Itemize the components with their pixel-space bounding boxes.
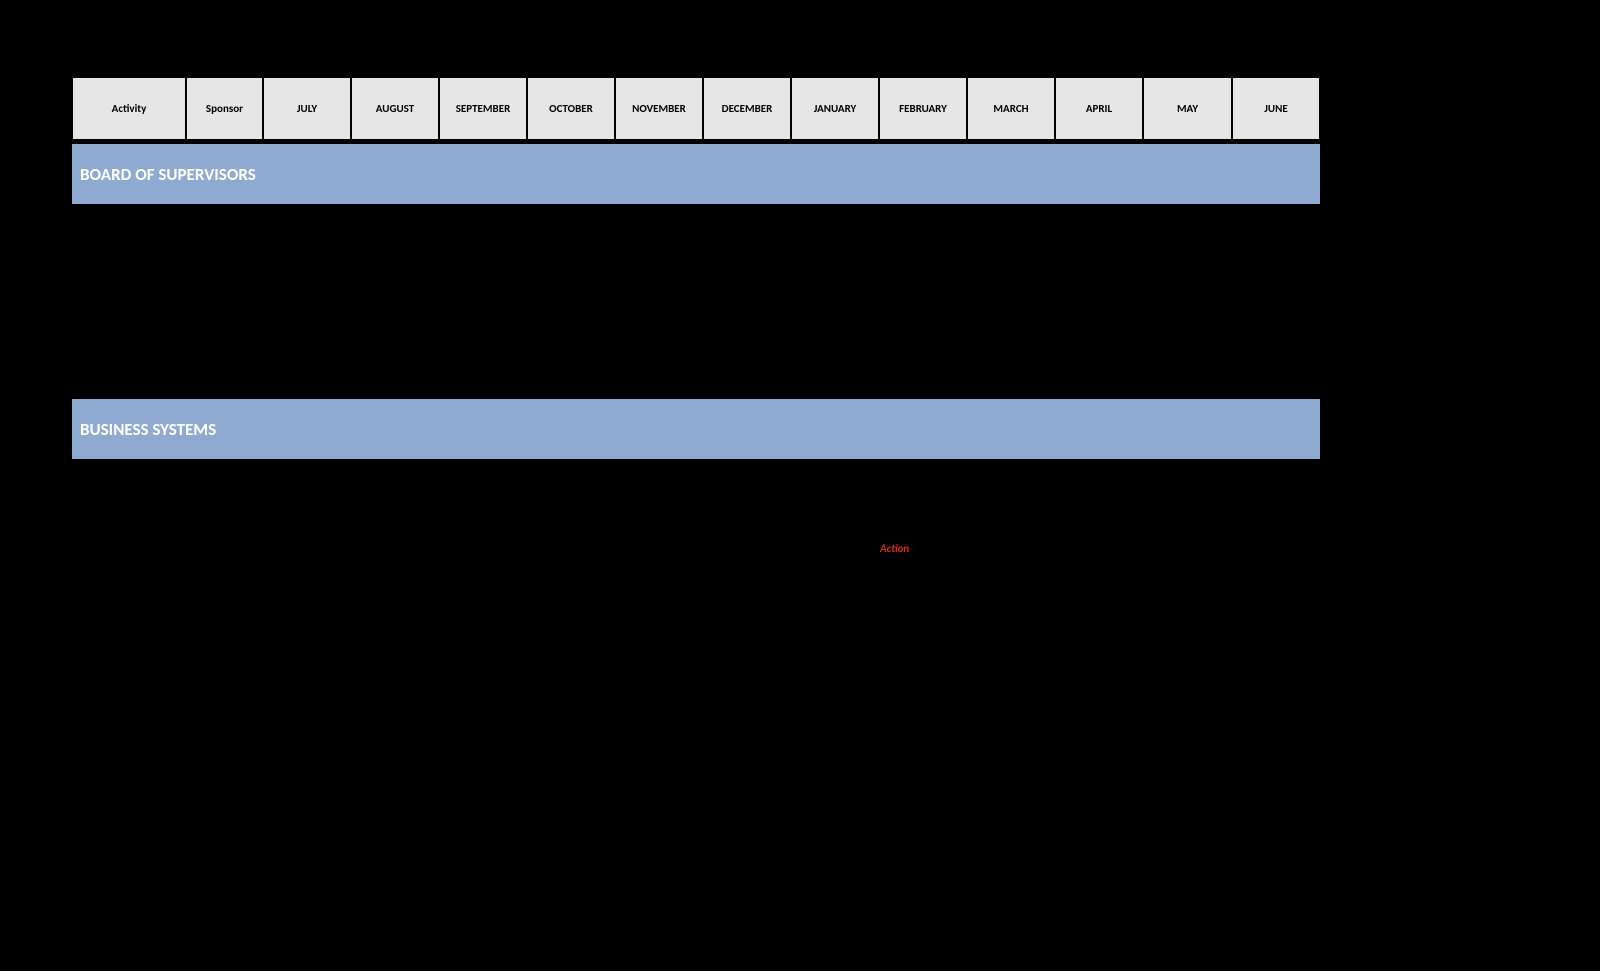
col-sponsor: Sponsor (186, 77, 263, 140)
col-activity: Activity (72, 77, 186, 140)
col-july: JULY (263, 77, 351, 140)
col-june: JUNE (1232, 77, 1320, 140)
header-row: Activity Sponsor JULY AUGUST SEPTEMBER O… (72, 77, 1320, 140)
section-title: BUSINESS SYSTEMS (80, 419, 216, 440)
col-september: SEPTEMBER (439, 77, 527, 140)
col-april: APRIL (1055, 77, 1143, 140)
col-may: MAY (1143, 77, 1232, 140)
section-business-systems: BUSINESS SYSTEMS (72, 397, 1320, 459)
section-title: BOARD OF SUPERVISORS (80, 164, 256, 185)
col-february: FEBRUARY (879, 77, 967, 140)
section-board-of-supervisors: BOARD OF SUPERVISORS (72, 142, 1320, 204)
col-december: DECEMBER (703, 77, 791, 140)
col-october: OCTOBER (527, 77, 615, 140)
col-november: NOVEMBER (615, 77, 703, 140)
action-label: Action (880, 542, 909, 555)
col-january: JANUARY (791, 77, 879, 140)
col-august: AUGUST (351, 77, 439, 140)
timeline-canvas: Activity Sponsor JULY AUGUST SEPTEMBER O… (0, 0, 1600, 971)
col-march: MARCH (967, 77, 1055, 140)
